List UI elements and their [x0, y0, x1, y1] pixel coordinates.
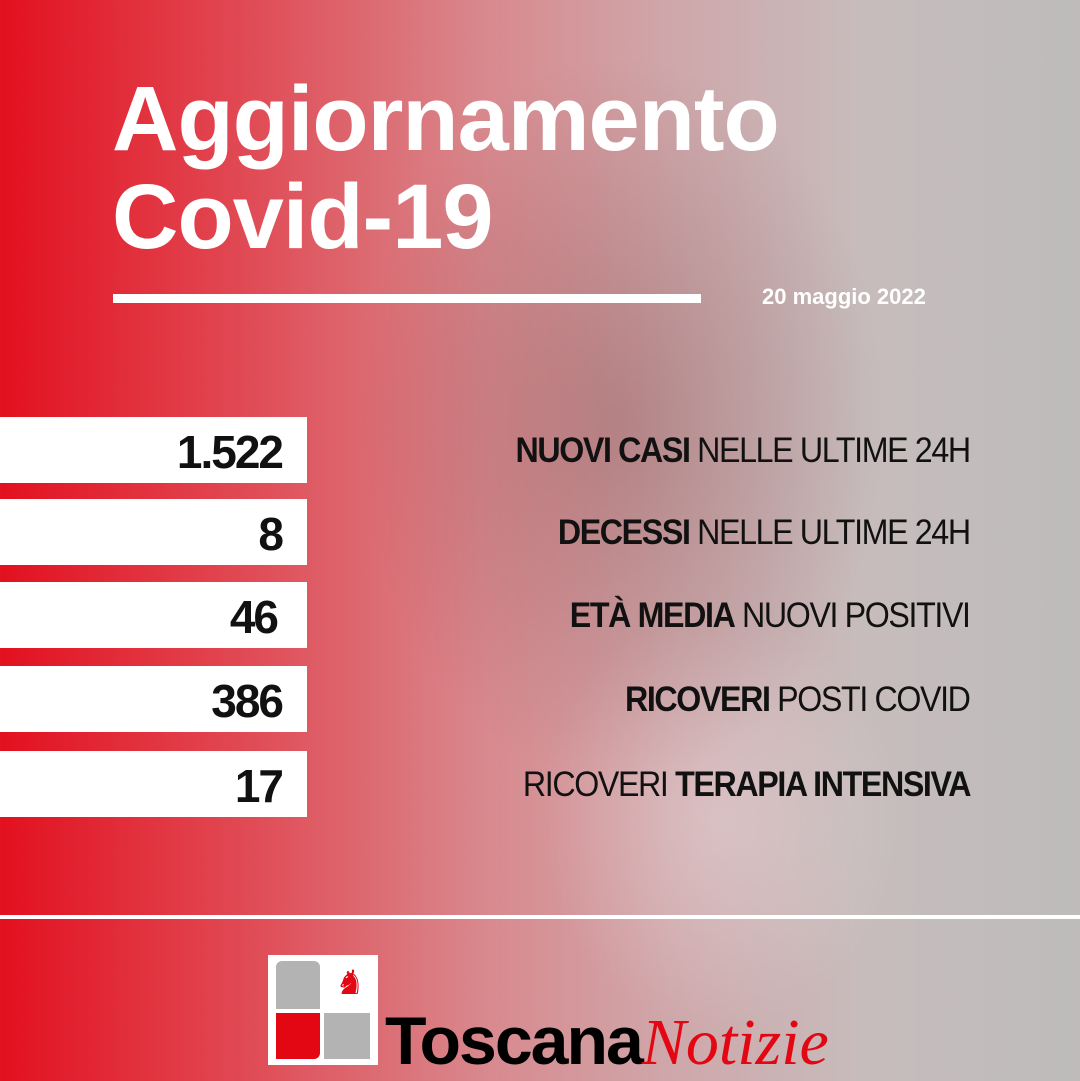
stat-value: 17 — [234, 760, 284, 812]
stat-value: 1.522 — [176, 426, 284, 478]
footer-divider — [0, 915, 1080, 919]
brand-wordmark: ToscanaNotizie — [385, 1003, 829, 1079]
stat-label: ETÀ MEDIA NUOVI POSITIVI — [570, 596, 971, 635]
value-box — [0, 666, 307, 732]
stat-row-intensive-care: 17 RICOVERI TERAPIA INTENSIVA — [0, 751, 1080, 817]
toscana-notizie-logo-icon: ♞ — [268, 955, 378, 1065]
stat-value: 386 — [211, 675, 284, 727]
stat-value: 46 — [229, 591, 279, 643]
stat-label: RICOVERI TERAPIA INTENSIVA — [522, 765, 972, 804]
stat-row-hospitalized: 386 RICOVERI POSTI COVID — [0, 666, 1080, 732]
stat-row-new-cases: 1.522 NUOVI CASI NELLE ULTIME 24H — [0, 417, 1080, 483]
value-box — [0, 499, 307, 565]
stat-row-deaths: 8 DECESSI NELLE ULTIME 24H — [0, 499, 1080, 565]
value-box — [0, 582, 307, 648]
stat-label: DECESSI NELLE ULTIME 24H — [558, 513, 971, 552]
title-underline — [113, 294, 701, 303]
page-title: Aggiornamento Covid-19 — [112, 68, 780, 268]
stat-value: 8 — [258, 508, 284, 560]
value-box — [0, 417, 307, 483]
stat-label: RICOVERI POSTI COVID — [625, 680, 971, 719]
value-box — [0, 751, 307, 817]
date-label: 20 maggio 2022 — [762, 284, 926, 309]
stat-label: NUOVI CASI NELLE ULTIME 24H — [515, 431, 972, 470]
title-line-2: Covid-19 — [112, 166, 494, 268]
stat-row-average-age: 46 ETÀ MEDIA NUOVI POSITIVI — [0, 582, 1080, 648]
title-line-1: Aggiornamento — [112, 68, 780, 170]
